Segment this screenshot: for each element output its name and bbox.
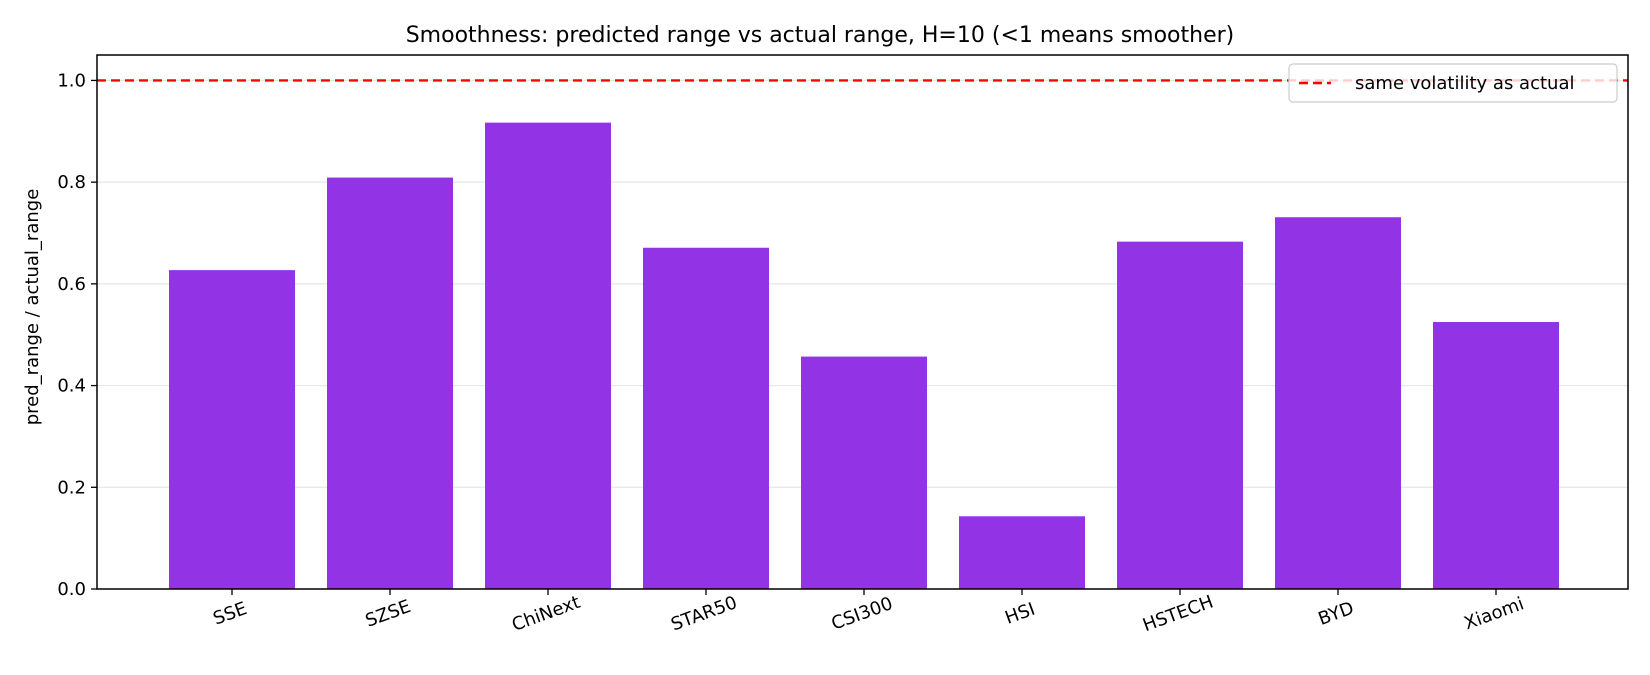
y-axis-ticks: 0.0 0.2 0.4 0.6 0.8 1.0 <box>57 70 97 600</box>
bar-hsi <box>959 516 1085 589</box>
bar-hstech <box>1117 241 1243 589</box>
bar-chinext <box>485 122 611 589</box>
bar-csi300 <box>801 356 927 589</box>
legend-box <box>1288 63 1618 103</box>
y-tick-label: 0.8 <box>57 172 86 193</box>
bars <box>169 122 1559 589</box>
bar-sse <box>169 270 295 589</box>
plot-frame <box>96 54 1629 590</box>
legend-label: same volatility as actual <box>1355 73 1574 94</box>
y-tick-label: 0.4 <box>57 376 86 397</box>
chart-title: Smoothness: predicted range vs actual ra… <box>406 23 1235 48</box>
y-tick-label: 1.0 <box>57 70 86 91</box>
bar-szse <box>327 177 453 589</box>
y-tick-label: 0.2 <box>57 477 86 498</box>
legend: same volatility as actual <box>1288 63 1618 103</box>
y-tick-label: 0.0 <box>57 579 86 600</box>
y-axis-label: pred_range / actual_range <box>22 189 43 426</box>
y-tick-label: 0.6 <box>57 274 86 295</box>
bar-byd <box>1275 217 1401 589</box>
bar-star50 <box>643 247 769 589</box>
axes <box>96 54 1629 590</box>
bar-xiaomi <box>1433 322 1559 589</box>
